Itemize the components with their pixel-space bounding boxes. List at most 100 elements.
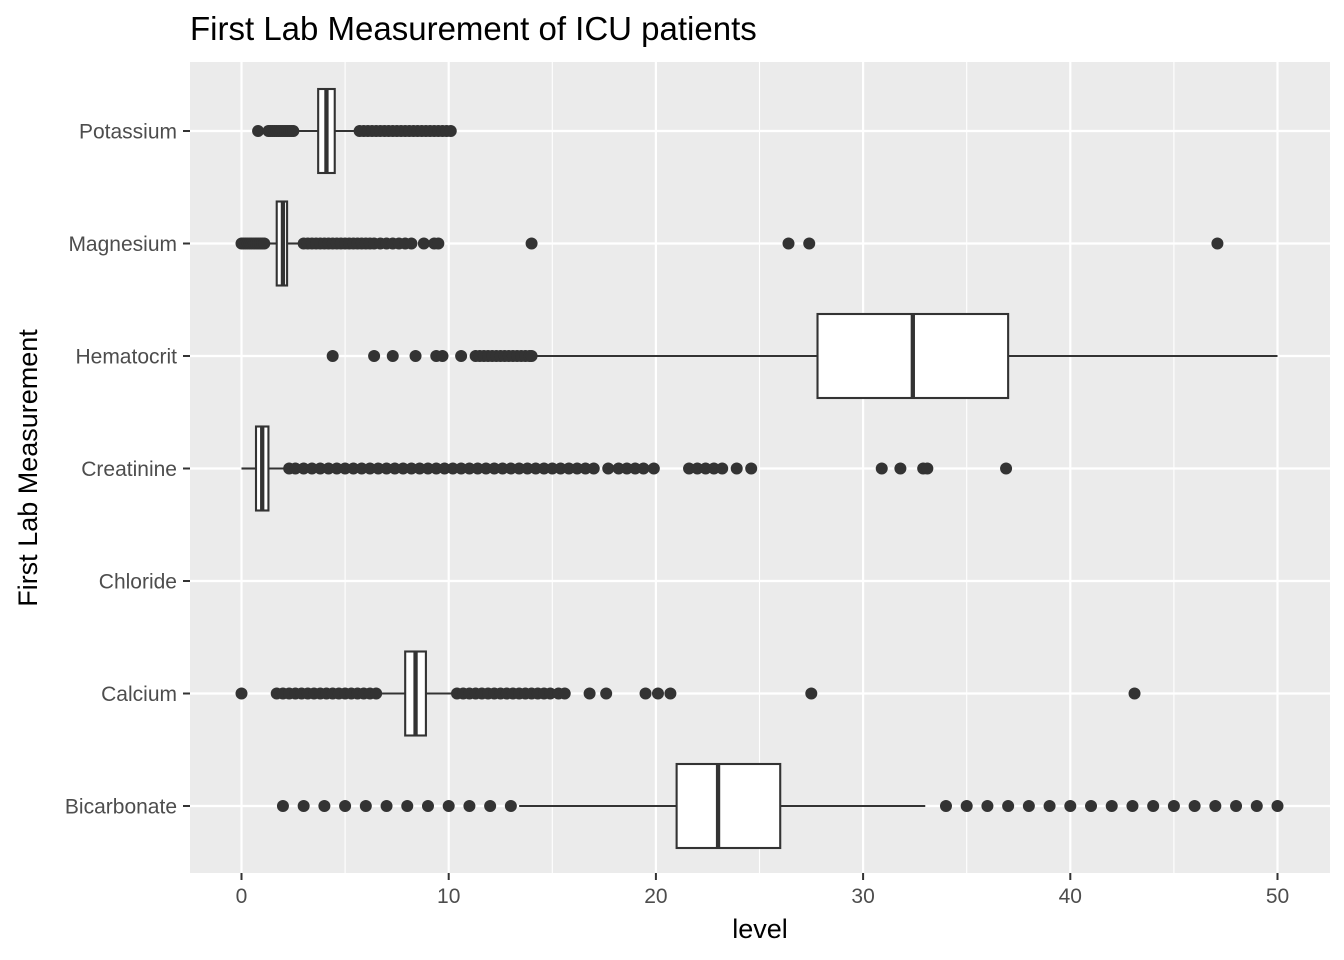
outlier-point [455,462,468,475]
outlier-point [716,462,729,475]
outlier-point [782,237,795,250]
outlier-point [463,800,476,812]
outlier-point [363,462,376,475]
outlier-point [579,462,592,475]
outlier-point [409,350,422,362]
outlier-point [386,350,399,362]
outlier-point [730,462,743,475]
box-group [235,650,1141,737]
outlier-point [314,462,327,475]
outlier-point [639,687,652,700]
outlier-point [981,800,994,812]
outlier-point [1250,800,1263,812]
y-tick-label: Calcium [101,683,177,706]
box-group [241,425,1013,512]
outlier-point [803,237,816,250]
box [675,762,782,850]
outlier-point [446,462,459,475]
outlier-point [479,462,492,475]
outlier-point [600,687,613,700]
outlier-point [1230,800,1243,812]
outlier-point [612,462,625,475]
outlier-point [1271,800,1284,812]
outlier-point [525,350,538,362]
outlier-point [1002,800,1015,812]
outlier-point [1211,237,1224,250]
outlier-point [436,350,449,362]
outlier-point [397,462,410,475]
outlier-point [297,800,310,812]
y-tick-label: Magnesium [68,233,177,256]
outlier-point [235,687,248,700]
outlier-point [339,800,352,812]
outlier-point [318,800,331,812]
outlier-point [546,462,559,475]
outlier-point [359,800,372,812]
y-tick-label: Creatinine [81,458,177,481]
outlier-point [417,237,430,250]
y-axis-title: First Lab Measurement [13,329,43,607]
outlier-point [289,462,302,475]
outlier-point [504,462,517,475]
outlier-point [1000,462,1013,475]
outlier-point [1022,800,1035,812]
outlier-point [380,462,393,475]
outlier-point [1147,800,1160,812]
outlier-point [287,125,300,137]
outlier-point [894,462,907,475]
chart-title: First Lab Measurement of ICU patients [190,10,757,47]
box-group [326,312,1278,400]
outlier-point [405,237,418,250]
x-tick-label: 50 [1266,885,1289,908]
outlier-point [372,462,385,475]
outlier-point [463,462,476,475]
outlier-point [529,462,542,475]
outlier-point [571,462,584,475]
outlier-point [276,800,289,812]
y-tick-label: Potassium [79,121,177,144]
data-layer [235,87,1284,850]
outlier-point [1188,800,1201,812]
outlier-point [258,237,271,250]
outlier-point [322,462,335,475]
outlier-point [562,462,575,475]
outlier-point [1105,800,1118,812]
outlier-point [347,462,360,475]
outlier-point [647,462,660,475]
outlier-point [699,462,712,475]
outlier-point [664,687,677,700]
outlier-point [444,125,457,137]
y-axis: Potassium Magnesium Hematocrit Creatinine Ch… [65,121,190,819]
outlier-point [504,800,517,812]
outlier-point [1085,800,1098,812]
outlier-point [707,462,720,475]
y-tick-label: Chloride [99,571,177,594]
x-tick-label: 30 [851,885,874,908]
outlier-point [637,462,650,475]
outlier-point [326,350,339,362]
outlier-point [438,462,451,475]
outlier-point [252,125,265,137]
outlier-point [488,462,501,475]
y-tick-label: Hematocrit [75,346,177,369]
outlier-point [1064,800,1077,812]
outlier-point [745,462,758,475]
outlier-point [538,462,551,475]
outlier-point [620,462,633,475]
outlier-point [651,687,664,700]
outlier-point [413,462,426,475]
outlier-point [629,462,642,475]
outlier-point [388,462,401,475]
outlier-point [1209,800,1222,812]
outlier-point [1167,800,1180,812]
box-group [235,200,1224,287]
y-tick-label: Bicarbonate [65,796,177,819]
outlier-point [401,800,414,812]
outlier-point [496,462,509,475]
outlier-point [442,800,455,812]
outlier-point [430,462,443,475]
outlier-point [875,462,888,475]
outlier-point [305,462,318,475]
outlier-point [370,687,383,700]
outlier-point [558,687,571,700]
